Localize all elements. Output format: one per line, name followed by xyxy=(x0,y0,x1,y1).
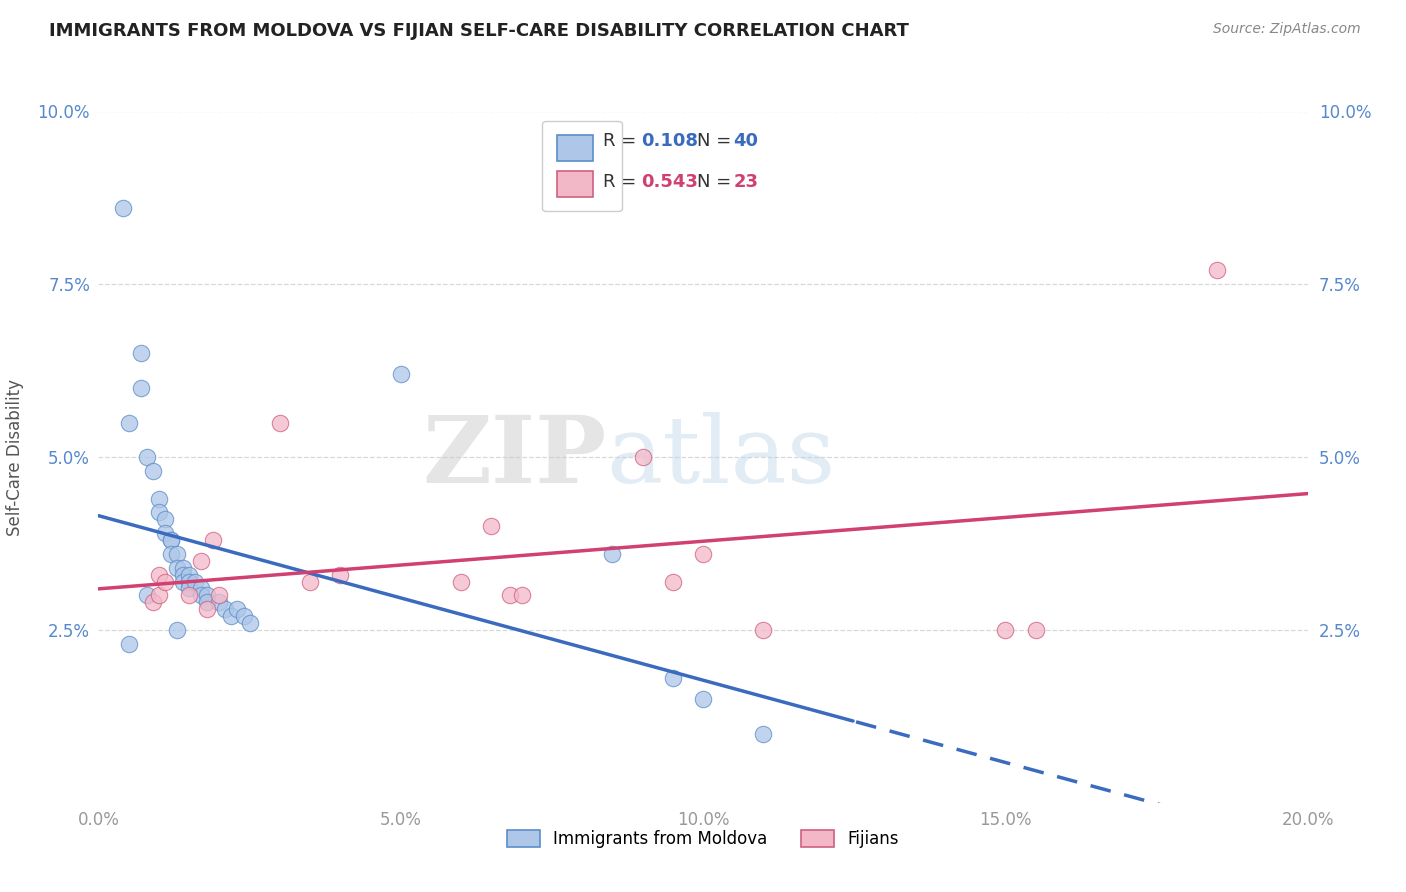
Point xyxy=(172,561,194,575)
Point xyxy=(160,533,183,547)
Point xyxy=(135,589,157,603)
Point xyxy=(111,202,134,216)
Point xyxy=(1024,623,1046,637)
Point xyxy=(190,554,212,568)
Point xyxy=(752,726,775,740)
Point xyxy=(135,450,157,464)
Point xyxy=(142,464,165,478)
Point xyxy=(195,602,218,616)
Point xyxy=(148,567,170,582)
Point xyxy=(148,505,170,519)
Point xyxy=(179,589,201,603)
Point xyxy=(190,582,212,596)
Point xyxy=(153,512,176,526)
Point xyxy=(179,567,201,582)
Point xyxy=(166,623,188,637)
Point xyxy=(661,574,683,589)
Point xyxy=(153,574,176,589)
Point xyxy=(166,547,188,561)
Point xyxy=(195,589,218,603)
Text: N =: N = xyxy=(697,173,737,192)
Point xyxy=(269,416,291,430)
Text: 23: 23 xyxy=(734,173,758,192)
Point xyxy=(190,589,212,603)
Point xyxy=(172,574,194,589)
Legend: Immigrants from Moldova, Fijians: Immigrants from Moldova, Fijians xyxy=(499,822,907,856)
Point xyxy=(142,595,165,609)
Y-axis label: Self-Care Disability: Self-Care Disability xyxy=(6,378,24,536)
Point xyxy=(160,547,183,561)
Text: 0.543: 0.543 xyxy=(641,173,697,192)
Point xyxy=(202,533,225,547)
Text: R =: R = xyxy=(603,173,641,192)
Point xyxy=(153,526,176,541)
Point xyxy=(389,368,412,382)
Point xyxy=(661,671,683,685)
Text: N =: N = xyxy=(697,132,737,150)
Text: Source: ZipAtlas.com: Source: ZipAtlas.com xyxy=(1213,22,1361,37)
Point xyxy=(208,595,231,609)
Point xyxy=(129,381,152,395)
Text: ZIP: ZIP xyxy=(422,412,606,502)
Point xyxy=(481,519,503,533)
Point xyxy=(195,595,218,609)
Point xyxy=(148,491,170,506)
Point xyxy=(692,547,714,561)
Point xyxy=(329,567,352,582)
Point xyxy=(148,589,170,603)
Point xyxy=(692,692,714,706)
Text: R =: R = xyxy=(603,132,641,150)
Point xyxy=(631,450,654,464)
Point xyxy=(214,602,236,616)
Point xyxy=(118,637,141,651)
Text: atlas: atlas xyxy=(606,412,835,502)
Point xyxy=(239,615,262,630)
Point xyxy=(184,574,207,589)
Point xyxy=(226,602,249,616)
Point xyxy=(498,589,520,603)
Point xyxy=(450,574,472,589)
Point xyxy=(166,561,188,575)
Point xyxy=(179,582,201,596)
Point xyxy=(602,547,624,561)
Point xyxy=(1206,263,1229,277)
Point xyxy=(208,589,231,603)
Point xyxy=(129,346,152,360)
Point xyxy=(172,567,194,582)
Point xyxy=(299,574,322,589)
Point xyxy=(118,416,141,430)
Point xyxy=(232,609,254,624)
Point xyxy=(221,609,243,624)
Text: 0.108: 0.108 xyxy=(641,132,697,150)
Point xyxy=(752,623,775,637)
Point xyxy=(510,589,533,603)
Text: 40: 40 xyxy=(734,132,758,150)
Point xyxy=(994,623,1017,637)
Point xyxy=(179,574,201,589)
Point xyxy=(160,533,183,547)
Text: IMMIGRANTS FROM MOLDOVA VS FIJIAN SELF-CARE DISABILITY CORRELATION CHART: IMMIGRANTS FROM MOLDOVA VS FIJIAN SELF-C… xyxy=(49,22,910,40)
